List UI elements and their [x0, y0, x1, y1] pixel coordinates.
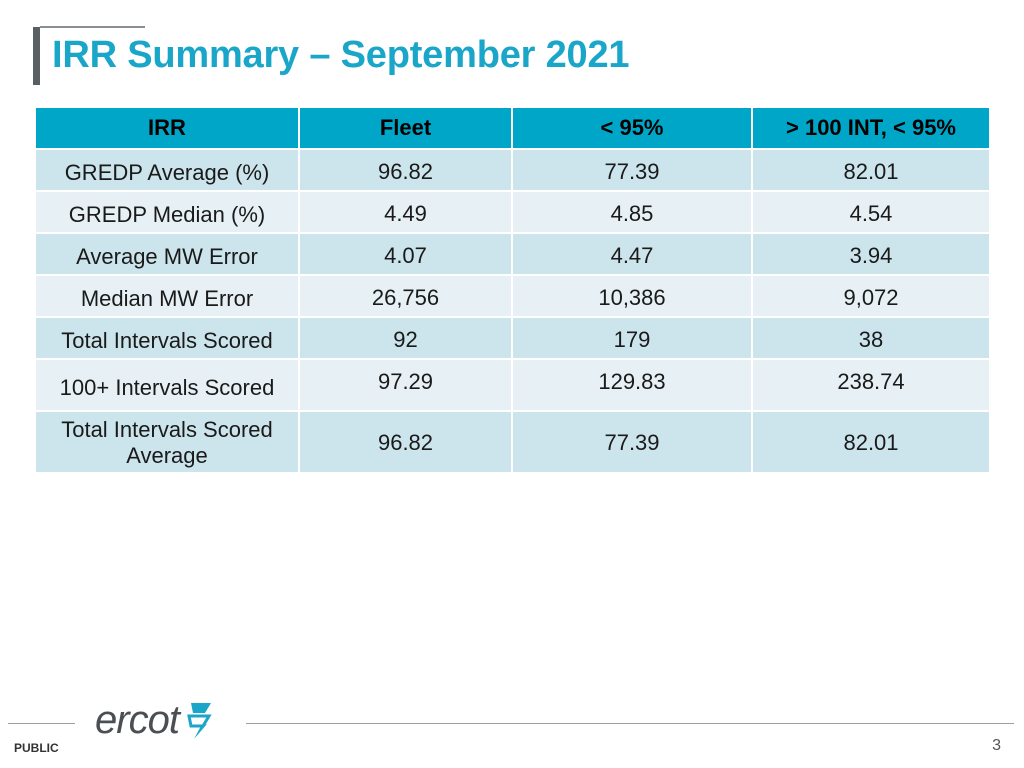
- cell-over-100-int: 4.54: [751, 190, 991, 234]
- ercot-logo: ercot: [95, 698, 215, 742]
- cell-over-100-int: 3.94: [751, 232, 991, 276]
- cell-fleet: 97.29: [298, 358, 513, 412]
- row-label: Average MW Error: [34, 232, 300, 276]
- table-row: Average MW Error 4.07 4.47 3.94: [34, 232, 991, 276]
- cell-fleet: 4.07: [298, 232, 513, 276]
- row-label: GREDP Median (%): [34, 190, 300, 234]
- cell-over-100-int: 82.01: [751, 148, 991, 192]
- page-number: 3: [992, 737, 1001, 754]
- cell-fleet: 96.82: [298, 410, 513, 474]
- table-row: GREDP Average (%) 96.82 77.39 82.01: [34, 148, 991, 192]
- table-row: GREDP Median (%) 4.49 4.85 4.54: [34, 190, 991, 234]
- slide-title: IRR Summary – September 2021: [52, 34, 630, 76]
- cell-over-100-int: 38: [751, 316, 991, 360]
- cell-fleet: 92: [298, 316, 513, 360]
- title-rule: [40, 26, 145, 28]
- cell-fleet: 26,756: [298, 274, 513, 318]
- cell-under-95: 4.47: [511, 232, 753, 276]
- irr-summary-table: IRR Fleet < 95% > 100 INT, < 95% GREDP A…: [34, 106, 991, 474]
- table-row: 100+ Intervals Scored 97.29 129.83 238.7…: [34, 358, 991, 412]
- header-cell-under-95: < 95%: [511, 106, 753, 150]
- classification-label: PUBLIC: [14, 741, 59, 755]
- row-label: GREDP Average (%): [34, 148, 300, 192]
- row-label: Median MW Error: [34, 274, 300, 318]
- table-row: Median MW Error 26,756 10,386 9,072: [34, 274, 991, 318]
- logo-wordmark: ercot: [95, 698, 180, 742]
- footer-rule-right: [246, 723, 1014, 724]
- row-label: Total Intervals Scored Average: [34, 410, 300, 474]
- footer-rule-left: [8, 723, 75, 724]
- cell-over-100-int: 9,072: [751, 274, 991, 318]
- cell-fleet: 4.49: [298, 190, 513, 234]
- cell-over-100-int: 238.74: [751, 358, 991, 412]
- cell-under-95: 4.85: [511, 190, 753, 234]
- cell-fleet: 96.82: [298, 148, 513, 192]
- cell-under-95: 10,386: [511, 274, 753, 318]
- table-header-row: IRR Fleet < 95% > 100 INT, < 95%: [34, 106, 991, 150]
- cell-under-95: 77.39: [511, 410, 753, 474]
- table-row: Total Intervals Scored Average 96.82 77.…: [34, 410, 991, 474]
- row-label: 100+ Intervals Scored: [34, 358, 300, 412]
- row-label: Total Intervals Scored: [34, 316, 300, 360]
- header-cell-over-100-int-under-95: > 100 INT, < 95%: [751, 106, 991, 150]
- cell-under-95: 129.83: [511, 358, 753, 412]
- cell-under-95: 179: [511, 316, 753, 360]
- header-cell-fleet: Fleet: [298, 106, 513, 150]
- table-row: Total Intervals Scored 92 179 38: [34, 316, 991, 360]
- cell-over-100-int: 82.01: [751, 410, 991, 474]
- ercot-bolt-logo-icon: [187, 703, 212, 739]
- cell-under-95: 77.39: [511, 148, 753, 192]
- title-accent-bar: [33, 27, 40, 85]
- header-cell-irr: IRR: [34, 106, 300, 150]
